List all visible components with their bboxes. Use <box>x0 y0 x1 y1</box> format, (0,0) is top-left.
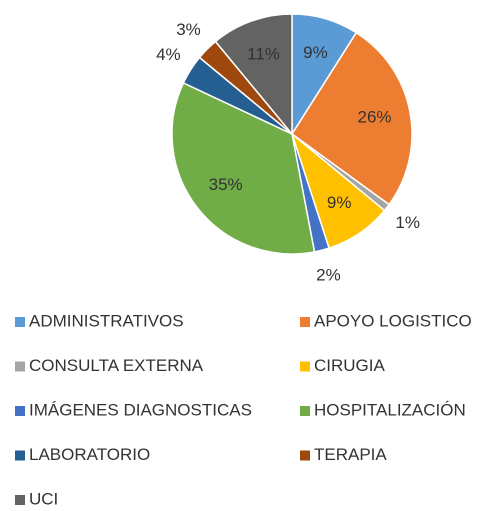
legend-label: UCI <box>29 489 58 508</box>
legend-label: TERAPIA <box>314 445 387 464</box>
data-label: 4% <box>156 45 181 64</box>
legend-swatch <box>300 450 310 461</box>
pie-slice <box>214 13 293 137</box>
legend-swatch <box>300 406 310 416</box>
pie-slice <box>290 31 413 206</box>
legend-label: APOYO LOGISTICO <box>314 311 472 330</box>
legend-swatch <box>15 406 25 416</box>
data-label: 26% <box>357 108 391 127</box>
data-label: 11% <box>247 44 280 63</box>
pie-slice <box>171 81 316 255</box>
legend-swatch <box>300 317 310 327</box>
legend-label: HOSPITALIZACIÓN <box>314 400 466 419</box>
legend-label: LABORATORIO <box>29 445 150 464</box>
data-label: 2% <box>316 265 341 284</box>
legend-swatch <box>15 317 25 327</box>
legend-swatch <box>300 361 310 372</box>
legend-swatch <box>15 361 25 372</box>
legend-label: CIRUGIA <box>314 356 386 375</box>
legend-label: IMÁGENES DIAGNOSTICAS <box>29 400 252 419</box>
data-label: 9% <box>303 43 328 62</box>
data-label: 3% <box>176 20 201 39</box>
legend-swatch <box>15 495 25 505</box>
legend-swatch <box>15 450 25 461</box>
data-label: 9% <box>327 193 352 212</box>
data-label: 35% <box>209 175 243 194</box>
legend-label: ADMINISTRATIVOS <box>29 311 184 330</box>
data-label: 1% <box>395 213 420 232</box>
legend-label: CONSULTA EXTERNA <box>29 356 204 375</box>
